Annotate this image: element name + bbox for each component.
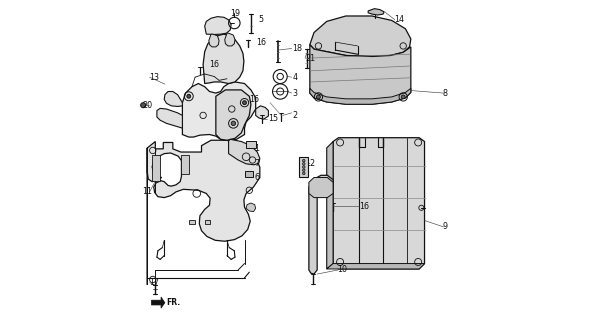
Bar: [245, 171, 253, 177]
Polygon shape: [225, 33, 235, 46]
Text: 7: 7: [254, 159, 259, 168]
Circle shape: [247, 161, 250, 164]
Bar: [204, 220, 210, 224]
Text: 16: 16: [359, 202, 369, 211]
Circle shape: [141, 103, 146, 108]
Polygon shape: [310, 88, 411, 104]
Polygon shape: [183, 82, 256, 141]
Polygon shape: [246, 203, 256, 212]
Polygon shape: [256, 106, 268, 119]
Polygon shape: [309, 175, 333, 274]
Text: 16: 16: [209, 60, 219, 69]
Circle shape: [303, 169, 305, 172]
Polygon shape: [309, 178, 333, 197]
Bar: [181, 155, 189, 174]
Text: 18: 18: [293, 44, 303, 53]
Circle shape: [231, 121, 236, 125]
Polygon shape: [310, 16, 411, 56]
Text: 1: 1: [254, 144, 259, 153]
Circle shape: [303, 159, 305, 162]
Text: 8: 8: [442, 89, 447, 98]
Polygon shape: [157, 108, 183, 128]
Text: 19: 19: [230, 9, 240, 18]
Polygon shape: [333, 138, 424, 269]
Text: 10: 10: [337, 265, 347, 275]
Polygon shape: [209, 34, 219, 47]
Text: 16: 16: [256, 38, 266, 47]
Polygon shape: [164, 92, 183, 107]
Text: 12: 12: [305, 159, 315, 168]
Text: 4: 4: [293, 73, 297, 82]
Text: 2: 2: [293, 111, 297, 120]
Polygon shape: [229, 139, 260, 165]
Text: 9: 9: [442, 222, 447, 231]
Text: 11: 11: [142, 188, 152, 196]
Text: 21: 21: [305, 53, 315, 62]
Text: 3: 3: [293, 89, 297, 98]
Text: 17: 17: [149, 278, 159, 287]
Text: FR.: FR.: [166, 298, 180, 307]
Polygon shape: [151, 297, 165, 308]
Polygon shape: [327, 141, 333, 269]
Circle shape: [187, 94, 191, 98]
Bar: [299, 157, 309, 177]
Polygon shape: [368, 9, 384, 15]
Circle shape: [243, 101, 246, 105]
Circle shape: [303, 163, 305, 165]
Text: 6: 6: [254, 173, 259, 182]
Text: 20: 20: [142, 101, 152, 110]
Text: 16: 16: [249, 95, 259, 104]
Bar: [189, 220, 194, 224]
Circle shape: [303, 166, 305, 168]
Polygon shape: [310, 45, 411, 104]
Text: 15: 15: [268, 114, 278, 123]
Bar: [152, 155, 160, 181]
Circle shape: [401, 95, 405, 99]
Polygon shape: [204, 17, 231, 35]
Circle shape: [317, 95, 320, 99]
Text: 13: 13: [149, 73, 159, 82]
Polygon shape: [147, 140, 260, 285]
Circle shape: [303, 172, 305, 175]
Polygon shape: [327, 264, 424, 269]
Text: 14: 14: [394, 15, 404, 24]
Polygon shape: [216, 90, 251, 140]
Bar: [246, 141, 256, 148]
Polygon shape: [203, 34, 244, 84]
Text: 5: 5: [259, 15, 264, 24]
